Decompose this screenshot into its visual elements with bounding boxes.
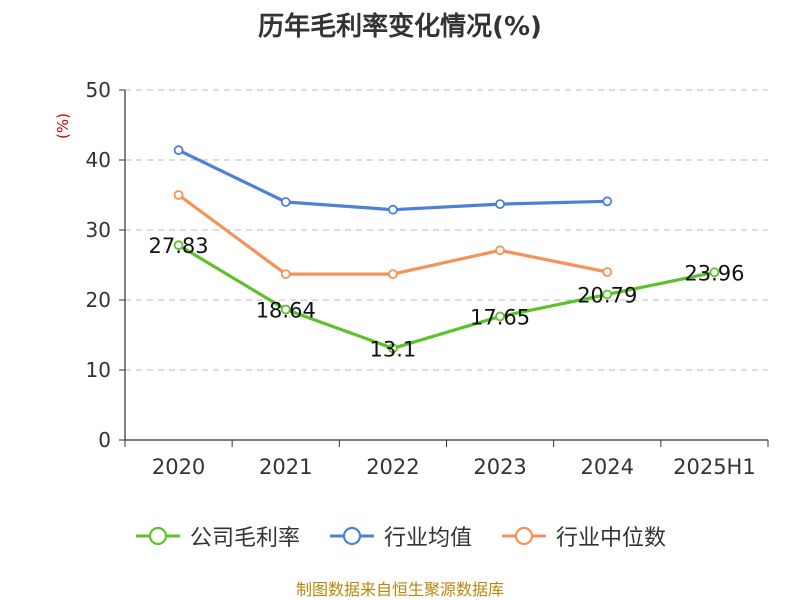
grid-lines — [125, 89, 768, 371]
x-tick-label: 2022 — [366, 455, 419, 479]
x-tick-label: 2024 — [581, 455, 634, 479]
series-point-2 — [495, 245, 505, 256]
chart-title: 历年毛利率变化情况(%) — [258, 12, 542, 42]
legend-label: 行业中位数 — [556, 526, 667, 551]
y-axis-label: (%) — [54, 113, 72, 139]
source-note: 制图数据来自恒生聚源数据库 — [295, 580, 504, 599]
y-tick-label: 0 — [98, 428, 111, 452]
series — [173, 145, 720, 354]
series-point-2 — [173, 190, 184, 200]
legend-item-2[interactable]: 行业中位数 — [500, 520, 666, 552]
series-point-1 — [388, 204, 398, 215]
series-point-1 — [173, 145, 184, 156]
legend-label: 行业均值 — [383, 526, 472, 551]
series-point-2 — [388, 269, 398, 280]
legend-marker-icon — [135, 526, 180, 546]
y-tick-label: 30 — [86, 218, 111, 242]
y-tick-label: 50 — [86, 78, 111, 102]
y-tick-label: 40 — [86, 148, 111, 172]
data-label: 17.65 — [470, 305, 530, 329]
series-point-2 — [280, 269, 291, 280]
data-label: 13.1 — [370, 337, 417, 361]
series-point-0 — [388, 343, 398, 354]
series-point-0 — [602, 289, 613, 300]
legend-marker-icon — [329, 526, 374, 546]
data-label: 18.64 — [256, 299, 316, 323]
data-label: 27.83 — [149, 234, 209, 258]
y-tick-label: 20 — [86, 288, 111, 312]
series-point-1 — [280, 197, 291, 207]
legend-label: 公司毛利率 — [189, 526, 300, 551]
legend: 公司毛利率 行业均值 行业中位数 — [0, 518, 800, 554]
series-point-1 — [602, 196, 613, 207]
series-point-2 — [602, 267, 613, 277]
axes: 0 10 20 30 40 50 2020 2021 2022 2023 2024 2025H1 — [86, 78, 769, 479]
series-point-0 — [280, 304, 291, 315]
data-labels: 27.83 18.64 13.1 17.65 20.79 23.96 — [149, 234, 745, 361]
legend-marker-icon — [502, 526, 546, 546]
legend-item-0[interactable]: 公司毛利率 — [134, 520, 300, 552]
series-line-1 — [177, 148, 608, 212]
series-point-0 — [495, 311, 505, 322]
data-label: 20.79 — [577, 283, 637, 307]
x-tick-label: 2021 — [259, 455, 312, 479]
series-line-0 — [177, 243, 715, 350]
series-point-0 — [709, 267, 720, 278]
x-tick-label: 2023 — [473, 455, 526, 479]
y-tick-label: 10 — [86, 358, 111, 382]
x-tick-label: 2020 — [152, 455, 205, 479]
series-point-0 — [173, 240, 184, 251]
data-label: 23.96 — [684, 261, 744, 285]
series-point-1 — [495, 199, 505, 210]
legend-item-1[interactable]: 行业均值 — [328, 520, 472, 552]
x-tick-label: 2025H1 — [673, 455, 756, 479]
